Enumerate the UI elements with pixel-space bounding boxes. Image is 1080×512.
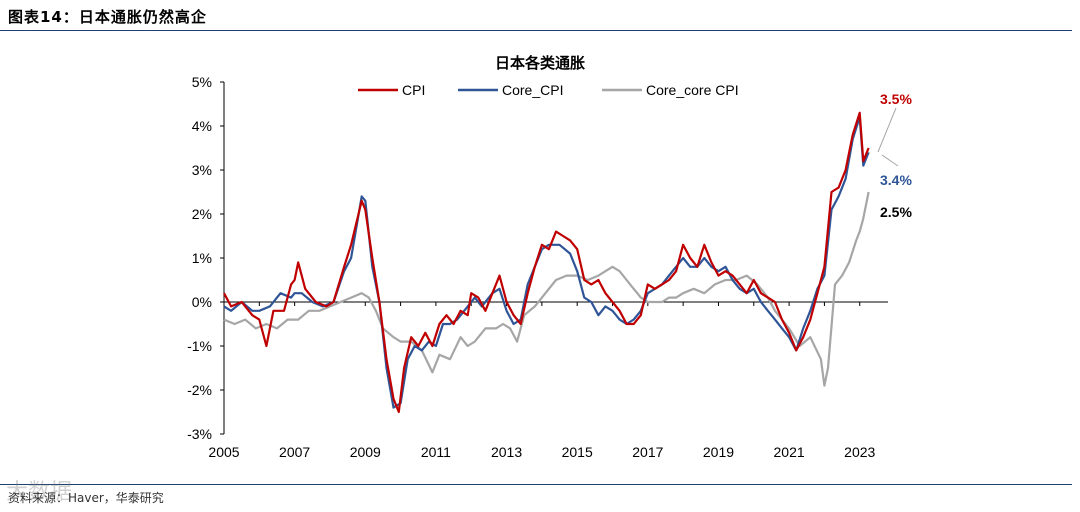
y-tick-label: -1% bbox=[187, 338, 212, 354]
series-line-core-cpi bbox=[223, 116, 870, 409]
x-tick-label: 2007 bbox=[279, 444, 310, 460]
x-tick-label: 2009 bbox=[350, 444, 381, 460]
annotation-label: 3.5% bbox=[880, 91, 912, 107]
x-tick-label: 2015 bbox=[562, 444, 593, 460]
series-line-core-core-cpi bbox=[223, 191, 870, 387]
x-tick-label: 2011 bbox=[421, 444, 451, 460]
y-tick-label: 4% bbox=[192, 118, 212, 134]
top-divider bbox=[0, 30, 1072, 31]
x-tick-label: 2019 bbox=[703, 444, 734, 460]
y-tick-label: -3% bbox=[187, 426, 212, 442]
legend-label: Core_CPI bbox=[502, 82, 563, 98]
legend-label: Core_core CPI bbox=[646, 82, 739, 98]
figure-title: 图表14：日本通胀仍然高企 bbox=[8, 8, 207, 26]
x-tick-label: 2005 bbox=[208, 444, 239, 460]
y-tick-label: 2% bbox=[192, 206, 212, 222]
inflation-chart: 日本各类通胀 -3% -2% -1% 0% 1% 2% 3% 4% 5% 2005 2007 2009 2… bbox=[187, 54, 912, 460]
y-tick-label: 5% bbox=[192, 74, 212, 90]
legend-label: CPI bbox=[402, 82, 425, 98]
x-tick-label: 2017 bbox=[632, 444, 663, 460]
x-tick-label: 2013 bbox=[491, 444, 522, 460]
x-tick-label: 2021 bbox=[774, 444, 805, 460]
annotation-leader bbox=[881, 154, 899, 167]
chart-title: 日本各类通胀 bbox=[495, 54, 585, 72]
y-tick-label: 3% bbox=[192, 162, 212, 178]
y-tick-label: -2% bbox=[187, 382, 212, 398]
series-line-cpi bbox=[223, 111, 870, 414]
x-tick-label: 2023 bbox=[844, 444, 875, 460]
source-note: 资料来源：Haver，华泰研究 bbox=[8, 491, 164, 505]
y-tick-label: 0% bbox=[192, 294, 212, 310]
bottom-divider bbox=[0, 484, 1072, 485]
y-tick-label: 1% bbox=[192, 250, 212, 266]
annotation-leader bbox=[877, 107, 897, 153]
annotation-label: 3.4% bbox=[880, 172, 912, 188]
annotation-label: 2.5% bbox=[880, 204, 912, 220]
